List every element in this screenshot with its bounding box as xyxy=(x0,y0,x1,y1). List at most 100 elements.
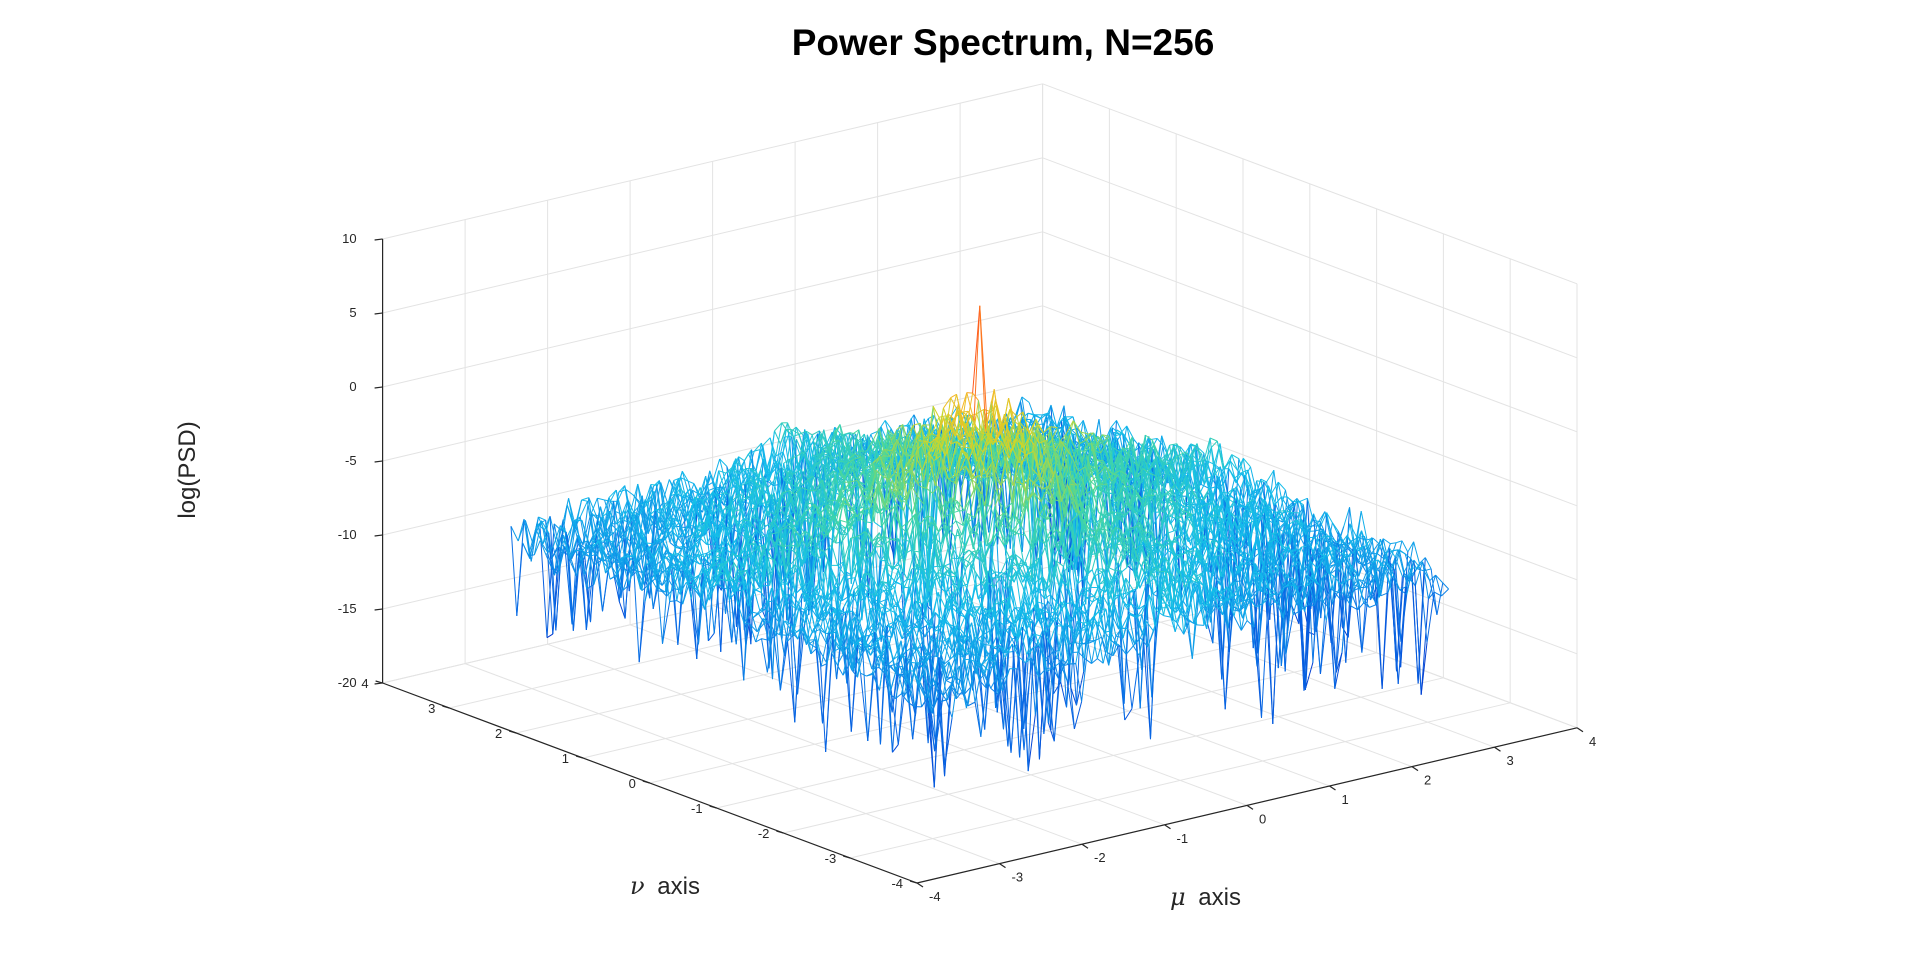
mesh-segment xyxy=(584,513,593,555)
mesh-segment xyxy=(644,499,652,516)
mesh-segment xyxy=(734,460,742,468)
mesh-segment xyxy=(906,414,915,427)
mesh-segment xyxy=(708,488,715,501)
mesh-segment xyxy=(785,429,794,437)
mesh-segment xyxy=(750,468,757,472)
mesh-segment xyxy=(552,546,560,572)
mesh-segment xyxy=(562,534,570,560)
mesh-segment xyxy=(738,468,747,475)
mesh-segment xyxy=(603,511,610,538)
mesh-segment xyxy=(774,422,783,432)
mesh-segment xyxy=(533,520,542,556)
mesh-segment xyxy=(884,420,892,429)
mesh-segment xyxy=(595,516,603,529)
mesh-segment xyxy=(1066,416,1074,421)
mesh-segment xyxy=(624,485,633,532)
mesh-segment xyxy=(579,500,588,518)
mesh-segment xyxy=(719,472,727,485)
mesh-segment xyxy=(524,520,534,543)
mesh-segment xyxy=(793,433,800,437)
mesh-segment xyxy=(742,519,749,522)
mesh-segment xyxy=(673,477,682,481)
mesh-segment xyxy=(685,494,694,505)
mesh-segment xyxy=(551,567,558,575)
mesh-segment xyxy=(762,437,771,446)
grid-line xyxy=(382,305,1043,462)
mesh-segment xyxy=(1056,405,1065,428)
mesh-segment xyxy=(606,532,614,534)
mesh-segment xyxy=(738,456,745,462)
mesh-segment xyxy=(702,490,709,513)
mesh-segment xyxy=(545,554,553,569)
grid-line xyxy=(382,379,1043,536)
mesh-segment xyxy=(870,430,879,435)
mesh-segment xyxy=(588,528,597,544)
mesh-segment xyxy=(606,533,613,547)
mesh-segment xyxy=(579,516,587,549)
surface-mesh xyxy=(510,305,1449,788)
mesh-segment xyxy=(648,509,656,517)
mesh-segment xyxy=(630,483,639,512)
mesh-segment xyxy=(795,426,804,436)
mesh-segment xyxy=(583,550,592,555)
mesh-segment xyxy=(728,461,735,477)
mesh-segment xyxy=(591,512,599,520)
mesh-segment xyxy=(712,458,721,483)
mesh-segment xyxy=(682,488,691,498)
mesh-segment xyxy=(528,554,535,557)
mesh-segment xyxy=(658,480,666,524)
grid-line xyxy=(382,157,1043,314)
mesh-segment xyxy=(609,489,617,502)
mesh-segment xyxy=(589,498,598,517)
mesh-segment xyxy=(831,433,841,459)
mesh-segment xyxy=(614,510,623,515)
mesh-segment xyxy=(679,488,687,495)
mesh-segment xyxy=(718,470,725,490)
mesh-segment xyxy=(535,520,542,530)
mesh-segment xyxy=(581,499,588,502)
mesh-segment xyxy=(705,491,714,501)
grid-line xyxy=(716,652,1377,809)
mesh-segment xyxy=(798,430,807,435)
mesh-segment xyxy=(557,546,566,575)
mesh-segment xyxy=(546,523,555,638)
mesh-segment xyxy=(754,449,761,452)
mesh-segment xyxy=(647,491,655,535)
mesh-segment xyxy=(792,436,802,457)
mesh-segment xyxy=(527,528,537,556)
mesh-segment xyxy=(682,585,690,605)
mesh-segment xyxy=(616,510,625,525)
mesh-segment xyxy=(795,439,803,453)
mesh-segment xyxy=(687,480,695,485)
mesh-segment xyxy=(607,532,615,538)
mesh-segment xyxy=(601,510,610,518)
mesh-segment xyxy=(541,520,548,552)
mesh-segment xyxy=(1021,396,1030,403)
mesh-segment xyxy=(725,469,732,474)
mesh-segment xyxy=(731,469,740,475)
mesh-segment xyxy=(620,499,629,539)
mesh-segment xyxy=(615,489,623,515)
mesh-segment xyxy=(608,510,617,525)
mesh-segment xyxy=(804,434,813,454)
mesh-segment xyxy=(545,546,554,556)
mesh-segment xyxy=(735,458,743,468)
mesh-segment xyxy=(618,601,626,619)
mesh-segment xyxy=(1043,404,1052,425)
mesh-segment xyxy=(552,525,561,547)
mesh-segment xyxy=(633,520,642,552)
mesh-segment xyxy=(625,489,634,496)
mesh-segment xyxy=(599,506,609,547)
mesh-segment xyxy=(652,524,661,531)
grid-line xyxy=(1042,379,1578,581)
mesh-segment xyxy=(834,454,843,463)
mesh-segment xyxy=(569,520,577,561)
mesh-segment xyxy=(680,477,689,482)
mesh-segment xyxy=(774,430,781,445)
mesh-segment xyxy=(1033,414,1042,419)
mesh-segment xyxy=(738,473,746,512)
mesh-segment xyxy=(655,509,664,517)
mesh-segment xyxy=(693,483,701,496)
mesh-segment xyxy=(810,433,819,446)
